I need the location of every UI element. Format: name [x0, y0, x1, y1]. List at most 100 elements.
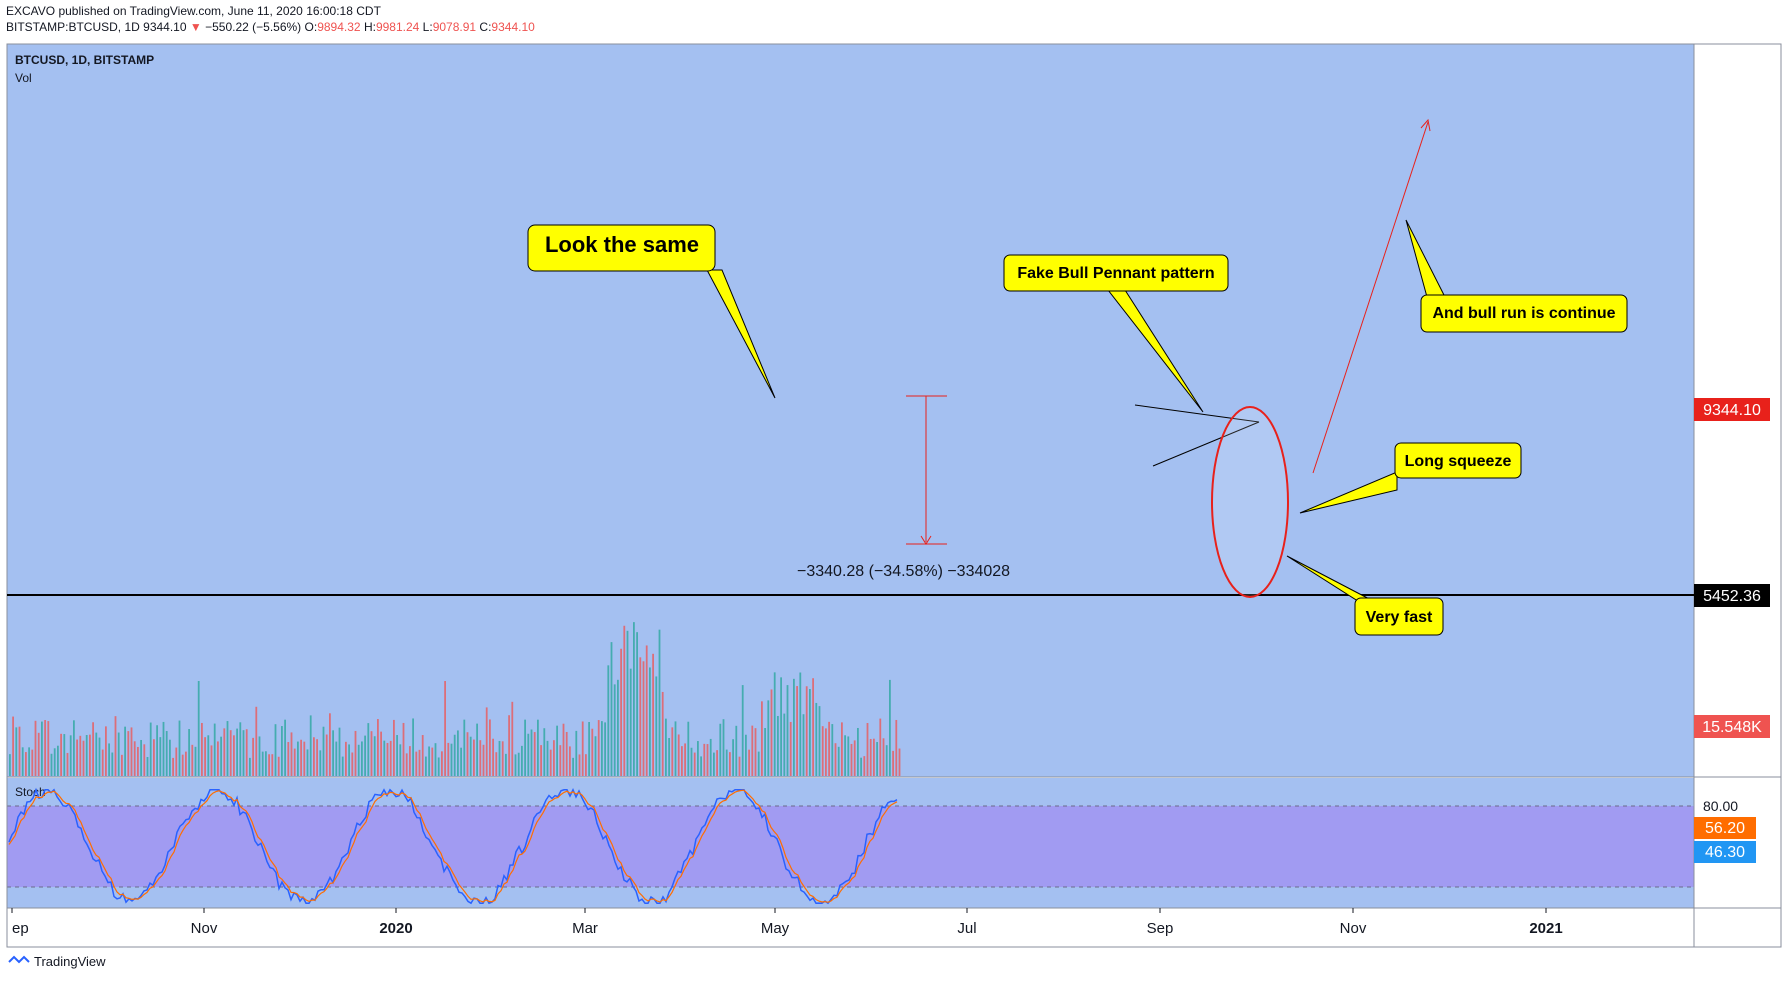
volume-bar	[649, 667, 651, 776]
ohlc-line: BITSTAMP:BTCUSD, 1D 9344.10 ▼ −550.22 (−…	[6, 20, 535, 34]
volume-bar	[25, 752, 27, 776]
volume-bar	[751, 725, 754, 776]
footer: TradingView	[8, 954, 106, 969]
volume-bar	[770, 689, 773, 776]
time-tick-label: ep	[12, 920, 29, 937]
volume-bar	[562, 723, 565, 776]
volume-bar	[607, 665, 610, 776]
time-tick-label: Sep	[1147, 920, 1174, 937]
volume-bar	[482, 744, 485, 776]
volume-bar	[825, 728, 827, 776]
volume-bar	[495, 752, 498, 776]
volume-bar	[559, 745, 562, 776]
open-value: 9894.32	[317, 20, 361, 34]
volume-bar	[834, 743, 837, 776]
callout-bull-run[interactable]: And bull run is continue	[1405, 219, 1628, 333]
volume-bar	[866, 723, 869, 776]
volume-bar	[841, 722, 843, 776]
volume-bar	[361, 741, 363, 776]
pennant-lower-line	[1152, 421, 1260, 467]
volume-bar	[553, 740, 555, 776]
callout-pennant[interactable]: Fake Bull Pennant pattern	[1003, 254, 1229, 413]
volume-bar	[409, 746, 411, 776]
volume-bar	[364, 735, 366, 776]
volume-bar	[761, 701, 763, 776]
volume-bar	[396, 735, 398, 776]
volume-bar	[594, 736, 597, 776]
volume-bar	[316, 739, 318, 776]
volume-bar	[469, 736, 472, 776]
stoch-k-badge-bg	[1694, 817, 1756, 839]
volume-bar	[37, 732, 40, 776]
volume-bar	[610, 642, 613, 776]
volume-bar	[69, 735, 72, 776]
volume-bar	[789, 721, 792, 776]
volume-bar	[271, 754, 274, 776]
stoch-k-line	[8, 787, 898, 905]
volume-bar	[450, 743, 453, 776]
time-axis[interactable]: ep Nov 2020 Mar May Jul Sep Nov 2021	[11, 908, 1563, 937]
volume-bar	[869, 738, 872, 776]
volume-bar	[12, 716, 14, 776]
volume-bar	[287, 742, 290, 776]
level-badge-bg	[1694, 584, 1770, 607]
volume-bar	[626, 630, 629, 776]
stoch-d-badge-text: 46.30	[1705, 844, 1745, 861]
level-badge-text: 5452.36	[1703, 588, 1761, 605]
stoch-tick-label: 80.00	[1703, 798, 1738, 814]
volume-bar	[412, 718, 414, 776]
volume-bar	[511, 701, 514, 776]
volume-bar	[517, 752, 520, 776]
volume-bar	[303, 741, 306, 776]
volume-bar	[485, 707, 488, 776]
volume-bar	[258, 736, 261, 776]
volume-bar	[524, 719, 526, 776]
volume-bar	[137, 746, 139, 776]
measure-label: −3340.28 (−34.58%) −334028	[797, 563, 1010, 580]
volume-bar	[540, 745, 542, 776]
volume-bar	[895, 719, 898, 776]
stoch-lines	[8, 787, 898, 905]
volume-bar	[853, 740, 856, 776]
volume-bar	[309, 715, 312, 776]
pennant-upper-line	[1134, 404, 1260, 423]
callout-long-squeeze[interactable]: Long squeeze	[1299, 442, 1522, 514]
volume-bar	[565, 731, 568, 776]
volume-bar	[636, 632, 638, 776]
callout-look-same[interactable]: Look the same	[527, 224, 776, 399]
volume-bar	[18, 726, 21, 776]
volume-bar	[572, 757, 574, 776]
volume-bar	[527, 733, 530, 776]
volume-bar	[95, 732, 98, 776]
stoch-k-badge-text: 56.20	[1705, 820, 1745, 837]
volume-bar	[857, 727, 859, 776]
stoch-band	[7, 806, 1694, 887]
volume-bar	[114, 716, 117, 776]
stoch-k-badge: 56.20	[1694, 817, 1756, 839]
volume-bar	[453, 734, 456, 776]
volume-bar	[617, 679, 619, 776]
volume-bar	[722, 719, 725, 776]
volume-bar	[706, 744, 709, 776]
price-badge: 9344.10	[1694, 398, 1770, 421]
price-badge-text: 9344.10	[1703, 402, 1761, 419]
volume-bar	[569, 746, 571, 776]
volume-bars	[9, 622, 901, 776]
low-value: 9078.91	[432, 20, 477, 34]
callout-look-same-box	[527, 224, 716, 272]
callout-very-fast[interactable]: Very fast	[1286, 555, 1444, 636]
volume-badge: 15.548K	[1694, 715, 1770, 738]
volume-bar	[143, 744, 146, 776]
change-value: −550.22 (−5.56%)	[205, 20, 302, 34]
volume-bar	[277, 756, 280, 776]
volume-bar	[92, 722, 94, 776]
volume-bar	[431, 747, 434, 776]
volume-bar	[319, 750, 322, 776]
volume-bar	[204, 737, 206, 776]
volume-bar	[117, 732, 120, 776]
volume-bar	[217, 741, 219, 776]
volume-bar	[693, 752, 696, 776]
volume-bar	[290, 732, 293, 776]
volume-bar	[546, 740, 549, 776]
